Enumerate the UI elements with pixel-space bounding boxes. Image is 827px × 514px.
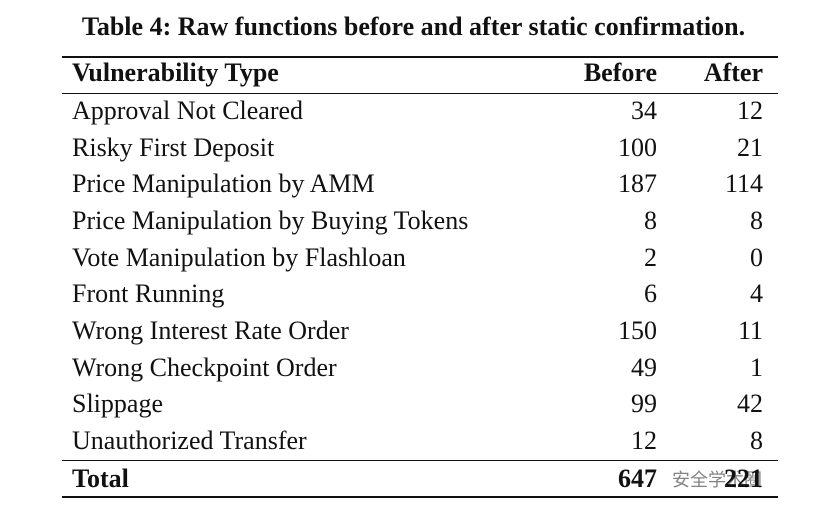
total-cell: 647: [618, 464, 657, 493]
row-value: 49: [631, 352, 657, 382]
row-value: 4: [750, 279, 763, 309]
row-label: Vote Manipulation by Flashloan: [72, 242, 406, 272]
row-value: 150: [618, 316, 657, 346]
total-cell: Total: [72, 464, 129, 493]
row-value: 6: [644, 279, 657, 309]
row-label: Wrong Interest Rate Order: [72, 316, 349, 346]
row-label: Approval Not Cleared: [72, 96, 304, 125]
row-value: 11: [737, 316, 763, 346]
top-rule: [62, 56, 778, 58]
table-caption: Table 4: Raw functions before and after …: [81, 12, 746, 41]
row-value: 114: [724, 169, 763, 199]
watermark: 安全学术圈: [672, 470, 762, 491]
total-cell: 221: [724, 464, 763, 493]
row-label: Slippage: [72, 389, 163, 419]
row-label: Wrong Checkpoint Order: [72, 352, 337, 382]
header-rule: [62, 93, 778, 94]
header-cell: Before: [583, 58, 657, 87]
row-value: 100: [618, 132, 657, 162]
row-value: 21: [737, 132, 763, 162]
row-value: 42: [737, 389, 763, 419]
header-cell: Vulnerability Type: [72, 58, 279, 87]
header-cell: After: [703, 58, 763, 87]
row-value: 8: [750, 426, 763, 456]
row-value: 187: [618, 169, 657, 199]
row-label: Front Running: [72, 279, 225, 309]
total-rule: [62, 460, 778, 461]
row-label: Risky First Deposit: [72, 132, 275, 162]
row-value: 1: [750, 352, 763, 382]
row-value: 99: [631, 389, 657, 419]
row-value: 8: [750, 206, 763, 235]
row-value: 0: [750, 242, 763, 272]
row-value: 12: [737, 96, 763, 125]
row-value: 2: [644, 242, 657, 272]
row-value: 34: [631, 96, 657, 125]
row-label: Unauthorized Transfer: [72, 426, 307, 456]
row-label: Price Manipulation by Buying Tokens: [72, 206, 469, 235]
row-label: Price Manipulation by AMM: [72, 169, 375, 199]
row-value: 12: [631, 426, 657, 456]
bottom-rule: [62, 496, 778, 498]
row-value: 8: [644, 206, 657, 235]
